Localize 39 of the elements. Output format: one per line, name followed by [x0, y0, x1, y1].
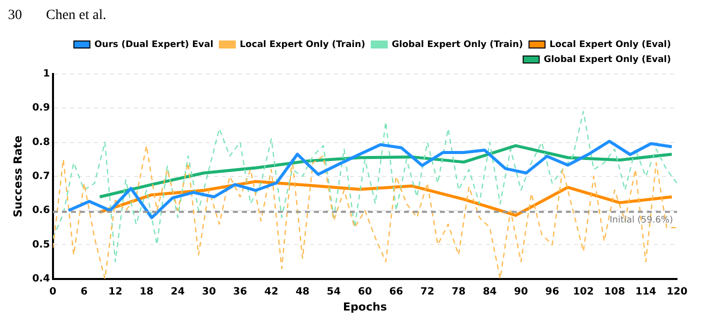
y-tick-label: 0.5 [32, 239, 50, 250]
x-tick-label: 30 [202, 286, 216, 298]
legend-label: Global Expert Only (Train) [392, 40, 524, 50]
x-tick-label: 102 [572, 286, 594, 298]
x-tick-label: 84 [482, 286, 497, 298]
y-tick-label: 0.8 [32, 136, 50, 148]
legend-label: Ours (Dual Expert) Eval [94, 40, 214, 50]
x-tick-label: 48 [296, 286, 310, 298]
x-tick-label: 78 [452, 286, 466, 298]
x-tick-label: 60 [358, 286, 372, 298]
legend-label: Local Expert Only (Eval) [550, 40, 672, 50]
y-tick-label: 0.6 [32, 205, 50, 216]
x-tick-label: 90 [514, 286, 528, 298]
x-axis-title: Epochs [343, 300, 388, 314]
x-tick-label: 36 [233, 286, 248, 298]
x-tick-label: 12 [108, 286, 122, 298]
legend-label: Global Expert Only (Eval) [544, 54, 672, 65]
y-tick-label: 0.7 [32, 170, 50, 182]
x-tick-label: 24 [170, 286, 185, 298]
x-tick-label: 72 [420, 286, 434, 298]
line-series [52, 110, 677, 262]
x-tick-label: 120 [666, 286, 688, 298]
text: 30 [8, 8, 22, 25]
x-tick-label: 18 [140, 286, 154, 298]
x-tick-label: 96 [545, 286, 560, 298]
x-tick-label: 54 [326, 286, 341, 298]
x-tick-label: 0 [49, 286, 56, 298]
text: Chen et al. [46, 8, 106, 25]
y-tick-label: 1 [42, 68, 50, 80]
x-tick-label: 66 [389, 286, 404, 298]
x-tick-label: 114 [635, 286, 656, 298]
x-tick-label: 6 [80, 286, 88, 298]
y-axis-title: Success Rate [11, 136, 24, 218]
x-tick-label: 42 [264, 286, 278, 298]
legend-label: Local Expert Only (Train) [240, 40, 366, 50]
y-tick-label: 0.4 [32, 273, 50, 284]
x-tick-label: 108 [604, 286, 626, 298]
y-tick-label: 0.9 [32, 102, 50, 114]
ref-line-label: Initial (59.6%) [610, 216, 673, 226]
